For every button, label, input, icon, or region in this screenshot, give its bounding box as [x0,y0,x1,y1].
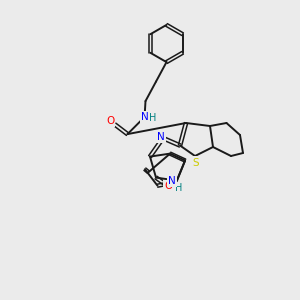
Text: N: N [141,112,149,122]
Text: O: O [164,181,173,191]
Text: N: N [157,132,164,142]
Text: S: S [193,158,199,168]
Text: H: H [175,183,182,193]
Text: N: N [168,176,176,186]
Text: O: O [106,116,114,126]
Text: H: H [149,113,156,123]
